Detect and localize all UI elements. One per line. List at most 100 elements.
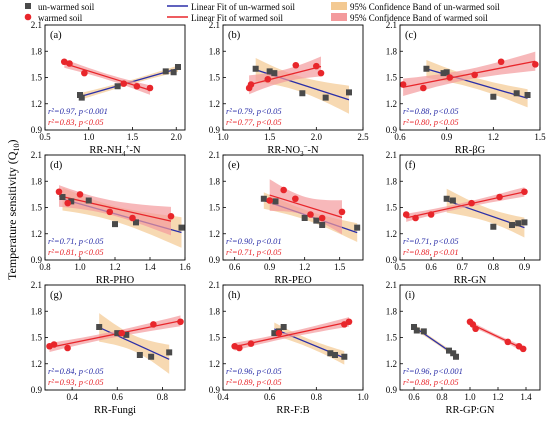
warmed-point (146, 84, 154, 92)
x-tick-label: 1.5 (334, 262, 346, 272)
legend-fit-unwarmed-label: Linear Fit of un-warmed soil (191, 2, 295, 12)
warmed-point (420, 84, 427, 92)
panel-c: 0.91.21.51.82.10.6 0.9 1.2 1.5(c)r²=0.88, p… (386, 20, 546, 156)
legend-fit-warmed-label: Linear Fit of warmed soil (191, 13, 283, 23)
warmed-point (427, 211, 435, 218)
x-tick-label: 0.7 (457, 262, 469, 272)
x-tick-label: 1.2 (299, 262, 310, 272)
warmed-point (504, 338, 512, 346)
warmed-point (247, 81, 255, 88)
unwarmed-stats: r²=0.71, p<0.05 (403, 236, 459, 246)
x-axis-label: RR-Fungi (94, 405, 136, 416)
y-tick-label: 0.9 (386, 385, 398, 395)
y-tick-label: 1.5 (386, 73, 398, 83)
y-tick-label: 1.2 (209, 229, 220, 239)
legend-warmed-marker (24, 13, 32, 21)
unwarmed-point (313, 217, 320, 224)
unwarmed-point (162, 68, 169, 75)
y-tick-label: 1.5 (209, 203, 221, 213)
legend-band-warmed-swatch (331, 13, 347, 21)
unwarmed-point (515, 220, 522, 227)
y-tick-label: 1.5 (31, 73, 43, 83)
y-tick-label: 1.8 (209, 306, 221, 316)
warmed-stats: r²=0.81, p<0.05 (48, 247, 104, 257)
warmed-stats: r²=0.80, p<0.05 (403, 117, 459, 127)
warmed-point (402, 211, 410, 218)
unwarmed-point (322, 94, 329, 101)
x-tick-label: 0.6 (264, 392, 276, 402)
warmed-point (313, 62, 320, 70)
warmed-point (446, 74, 454, 81)
y-tick-label: 1.5 (209, 333, 221, 343)
x-axis-label: RR-NH4+-N (89, 143, 141, 158)
unwarmed-stats: r²=0.96, p<0.001 (403, 366, 463, 376)
warmed-point (177, 318, 184, 326)
warmed-point (280, 186, 287, 194)
unwarmed-point (78, 94, 85, 101)
unwarmed-point (332, 352, 338, 358)
x-tick-label: 0.5 (39, 132, 51, 142)
panels: 0.9 1.2 1.5 1.8 2.1 0.5 1.0 1.5 2.0 (a) r²=0.97, p… (31, 20, 546, 416)
warmed-point (496, 193, 503, 201)
x-tick-label: 1.0 (74, 262, 86, 272)
unwarmed-stats: r²=0.84, p<0.05 (48, 366, 104, 376)
warmed-point (55, 188, 63, 196)
warmed-point (106, 208, 114, 216)
warmed-point (532, 61, 539, 68)
y-tick-label: 0.9 (31, 385, 43, 395)
y-tick-label: 1.8 (209, 176, 221, 186)
x-tick-label: 0.8 (488, 262, 500, 272)
y-tick-label: 1.8 (31, 176, 43, 186)
unwarmed-point (413, 327, 420, 334)
unwarmed-point (68, 198, 75, 205)
y-tick-label: 2.1 (209, 280, 220, 290)
x-tick-label: 0.4 (217, 392, 229, 402)
panel-b: 0.9 1.2 1.5 1.8 2.1 1.0 1.5 2.0 2.5 (b) r²=0.79, p… (209, 20, 369, 158)
unwarmed-point (443, 69, 450, 76)
unwarmed-stats: r²=0.90, p<0.01 (226, 236, 282, 246)
y-axis-label: Temperature sensitivity (Q10) (5, 140, 21, 280)
panel-h: 0.9 1.2 1.5 1.8 2.1 0.4 0.6 0.8 1.0 (h) r²=0.96, p… (209, 280, 369, 416)
unwarmed-stats: r²=0.71, p<0.05 (48, 236, 104, 246)
unwarmed-point (271, 330, 278, 337)
y-tick-label: 1.2 (31, 99, 42, 109)
warmed-point (120, 80, 128, 87)
unwarmed-point (260, 195, 267, 202)
y-tick-label: 1.2 (386, 359, 397, 369)
warmed-point (317, 69, 325, 77)
unwarmed-point (166, 349, 173, 356)
warmed-point (64, 344, 71, 352)
x-tick-label: 0.8 (311, 392, 323, 402)
x-tick-label: 0.4 (66, 392, 78, 402)
x-tick-label: 0.6 (408, 392, 420, 402)
y-tick-label: 2.1 (31, 20, 42, 30)
y-tick-label: 2.1 (31, 280, 42, 290)
unwarmed-stats: r²=0.96, p<0.05 (226, 366, 282, 376)
warmed-point (133, 82, 141, 90)
unwarmed-point (440, 70, 447, 77)
legend-band-unwarmed-swatch (331, 2, 347, 10)
x-tick-label: 1.0 (464, 392, 476, 402)
x-tick-label: 0.8 (39, 262, 51, 272)
x-axis-label: RR-GP:GN (445, 405, 494, 416)
unwarmed-point (346, 89, 352, 96)
unwarmed-point (423, 65, 430, 72)
x-tick-label: 1.0 (357, 392, 369, 402)
y-tick-label: 0.9 (386, 255, 398, 265)
unwarmed-point (411, 324, 417, 330)
unwarmed-point (449, 197, 456, 204)
unwarmed-point (299, 90, 306, 97)
unwarmed-point (524, 92, 531, 98)
unwarmed-point (178, 224, 185, 231)
warmed-point (318, 214, 326, 222)
x-axis-label: RR-F:B (276, 405, 309, 416)
legend-band-unwarmed-label: 95% Confidence Band of un-warmed soil (350, 2, 500, 12)
x-tick-label: 1.5 (534, 132, 546, 142)
y-tick-label: 2.1 (31, 150, 42, 160)
x-tick-label: 1.2 (109, 262, 120, 272)
y-tick-label: 2.1 (386, 150, 397, 160)
warmed-stats: r²=0.71, p<0.05 (226, 247, 282, 257)
warmed-point (60, 58, 68, 66)
warmed-fit-line (58, 195, 172, 222)
